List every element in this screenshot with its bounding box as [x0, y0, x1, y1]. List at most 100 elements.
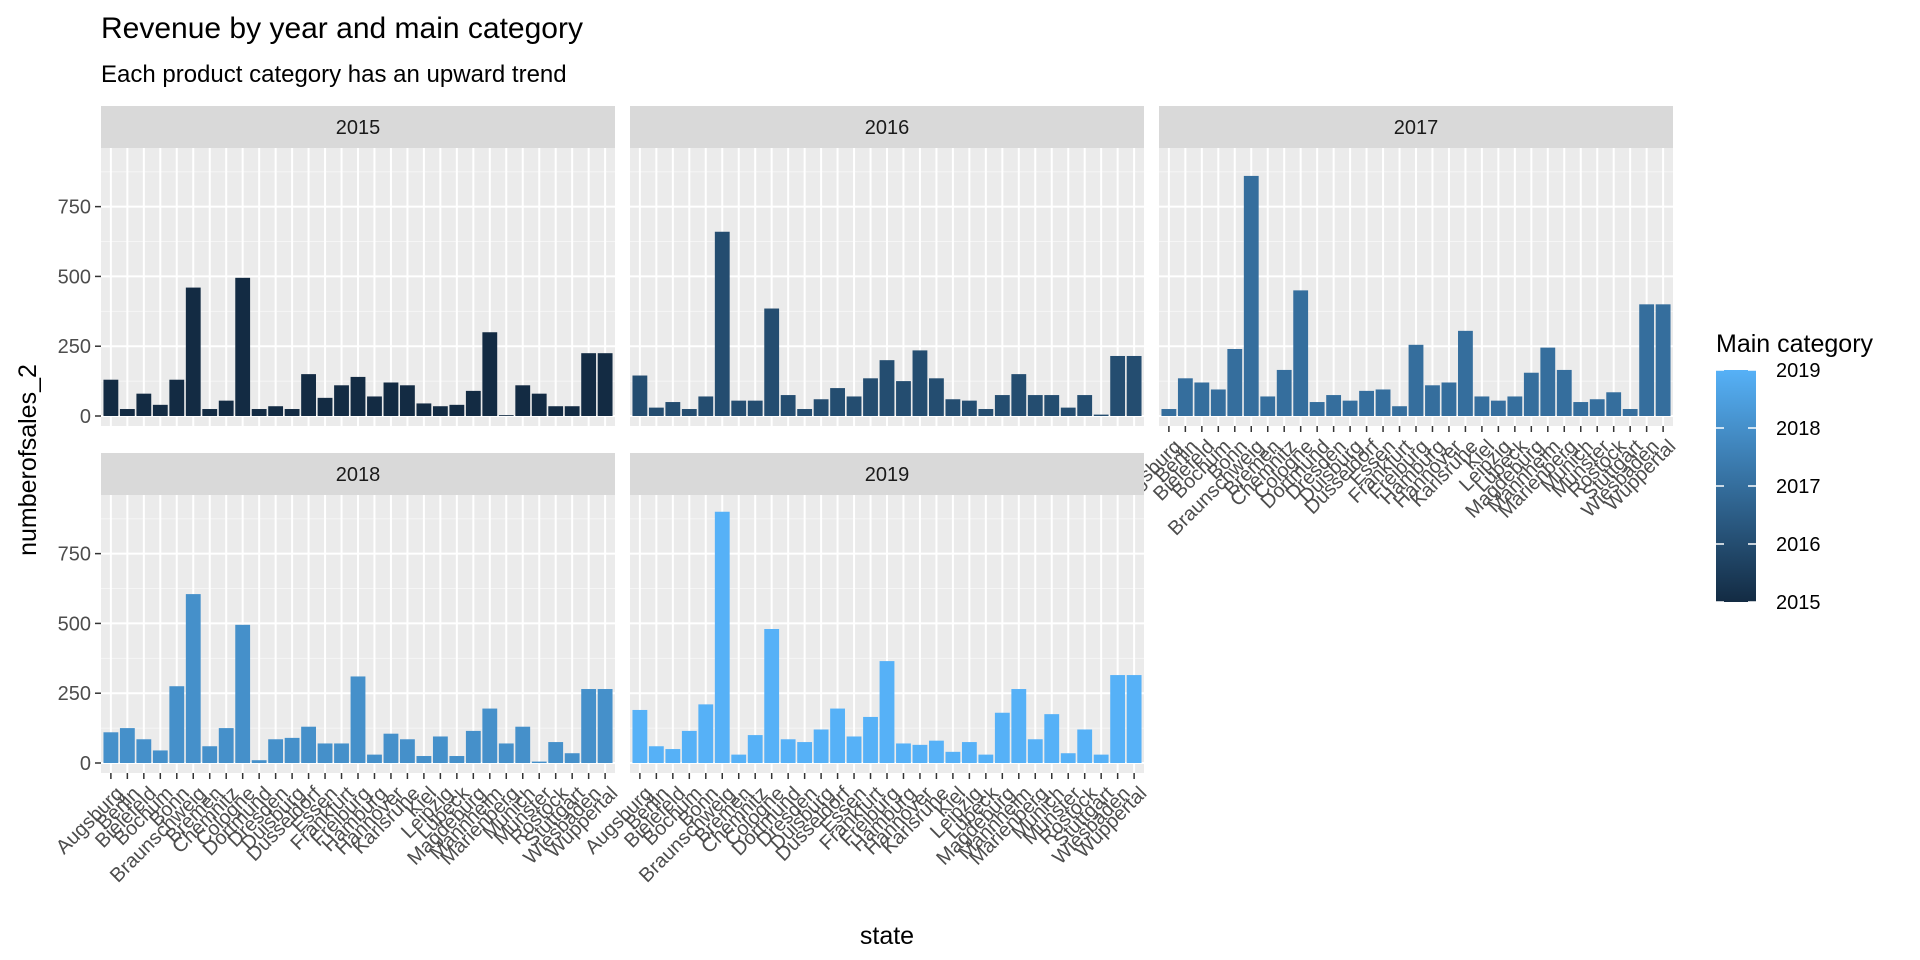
chart-subtitle: Each product category has an upward tren…	[101, 61, 567, 88]
bar-2017-Essen	[1375, 389, 1391, 416]
bar-2019-Bonn	[698, 704, 714, 763]
legend-label-2016: 2016	[1776, 534, 1821, 556]
bar-2016-Marienberg	[1027, 395, 1043, 416]
bar-2015-Dresden	[268, 406, 284, 416]
bar-2016-Essen	[846, 396, 862, 416]
bar-2018-Munster	[531, 761, 547, 763]
bar-2018-Leipzig	[432, 736, 448, 763]
bar-2018-Frankfurt	[334, 743, 349, 763]
bar-2016-Wuppertal	[1126, 355, 1142, 416]
facet-panel-2016: 2016	[630, 106, 1144, 426]
facet-strip-label: 2019	[865, 464, 910, 486]
bar-2016-Bremen	[731, 400, 747, 416]
bar-2019-Marienberg	[1027, 739, 1043, 763]
bar-2018-Wiesbaden	[581, 689, 597, 763]
bar-2016-Duisburg	[813, 399, 829, 416]
legend-title: Main category	[1716, 330, 1874, 358]
bar-2019-Cologne	[764, 629, 780, 763]
bar-2017-Kiel	[1474, 396, 1490, 416]
bar-2019-Wiesbaden	[1110, 675, 1126, 763]
bar-2019-Rostock	[1077, 729, 1093, 763]
y-tick-label: 250	[58, 683, 91, 705]
bar-2017-Magdeburg	[1523, 372, 1539, 416]
bar-2019-Munster	[1060, 753, 1076, 763]
bar-2016-Mannheim	[1011, 374, 1027, 416]
facet-strip-label: 2018	[336, 464, 381, 486]
bar-2017-Wiesbaden	[1639, 304, 1655, 416]
facet-strip	[1159, 106, 1673, 148]
bar-2016-Freiburg	[879, 360, 895, 416]
bar-2019-Stuttgart	[1093, 754, 1109, 763]
bar-2015-Dortmund	[251, 409, 267, 416]
bar-2015-Mannheim	[482, 332, 498, 416]
bar-2017-Marienberg	[1556, 369, 1572, 416]
bar-2019-Duisburg	[813, 729, 829, 763]
bar-2019-Karlsruhe	[929, 740, 944, 763]
bar-2015-Chemnitz	[218, 400, 234, 416]
bar-2015-Augsburg	[103, 379, 119, 416]
bar-2019-Wuppertal	[1126, 675, 1142, 763]
bar-2015-Kiel	[416, 403, 432, 416]
bar-2019-Dresden	[797, 742, 813, 763]
bar-2016-Bonn	[698, 396, 714, 416]
bar-2017-Dusseldorf	[1359, 390, 1374, 416]
bar-2016-Berlin	[648, 407, 664, 416]
bar-2015-Cologne	[235, 277, 251, 416]
bar-2018-Dusseldorf	[301, 726, 316, 763]
bar-2019-Munich	[1044, 714, 1060, 763]
bar-2019-Chemnitz	[747, 735, 763, 763]
bar-2019-Magdeburg	[994, 712, 1010, 763]
chart-title: Revenue by year and main category	[101, 12, 583, 45]
bar-2016-Bochum	[681, 409, 697, 416]
bar-2017-Dresden	[1326, 395, 1342, 416]
bar-2018-Freiburg	[350, 676, 366, 763]
bar-2018-Cologne	[235, 624, 251, 763]
bar-2017-Hannover	[1441, 382, 1457, 416]
bar-2016-Lubeck	[978, 409, 994, 416]
y-axis-title: numberofsales_2	[14, 364, 42, 556]
bar-2015-Duisburg	[284, 409, 300, 416]
facet-strip-label: 2017	[1394, 117, 1439, 139]
bar-2016-Karlsruhe	[929, 378, 944, 416]
bar-2015-Lubeck	[449, 404, 465, 416]
facet-strip-label: 2016	[865, 117, 910, 139]
facet-panels: 2015 0 250 500 750 2016 2017AugsburgBerlinBiel…	[52, 106, 1680, 887]
bar-2018-Lubeck	[449, 756, 465, 763]
bar-2017-Karlsruhe	[1458, 330, 1473, 416]
bar-2017-Hamburg	[1425, 385, 1440, 416]
bar-2016-Munich	[1044, 395, 1060, 416]
facet-panel-2015: 2015 0 250 500 750	[58, 106, 615, 428]
bar-2018-Augsburg	[103, 732, 119, 763]
bar-2015-Berlin	[119, 409, 135, 416]
bar-2018-Bremen	[202, 746, 218, 763]
bar-2017-Bielefeld	[1194, 382, 1210, 416]
bar-2015-Essen	[317, 397, 333, 416]
bar-2019-Berlin	[648, 746, 664, 763]
bar-2019-Hamburg	[896, 743, 911, 763]
legend-label-2017: 2017	[1776, 476, 1821, 498]
bar-2018-Magdeburg	[465, 730, 481, 763]
bar-2016-Wiesbaden	[1110, 355, 1126, 416]
bar-2015-Dusseldorf	[301, 374, 316, 416]
bar-2017-Mannheim	[1540, 347, 1556, 416]
color-legend: Main category 2019 2018 2017 2016 2015	[1716, 330, 1874, 614]
bar-2015-Frankfurt	[334, 385, 349, 416]
bar-2017-Freiburg	[1408, 344, 1424, 416]
bar-2019-Bielefeld	[665, 749, 681, 763]
bar-2017-Frankfurt	[1392, 406, 1407, 416]
facet-strip	[101, 106, 615, 148]
bar-2017-Bochum	[1210, 389, 1226, 416]
bar-2015-Munich	[515, 385, 531, 416]
legend-label-2015: 2015	[1776, 592, 1821, 614]
bar-2019-Leipzig	[961, 742, 977, 763]
bar-2017-Munich	[1573, 402, 1589, 416]
bar-2018-Bielefeld	[136, 739, 152, 763]
bar-2019-Bremen	[731, 754, 747, 763]
bar-2017-Duisburg	[1342, 400, 1358, 416]
bar-2015-Hamburg	[367, 396, 382, 416]
y-tick-label: 250	[58, 336, 91, 358]
bar-2018-Karlsruhe	[400, 739, 415, 763]
bar-2019-Frankfurt	[863, 716, 878, 763]
bar-2017-Dortmund	[1309, 402, 1325, 416]
bar-2016-Dusseldorf	[830, 388, 845, 416]
